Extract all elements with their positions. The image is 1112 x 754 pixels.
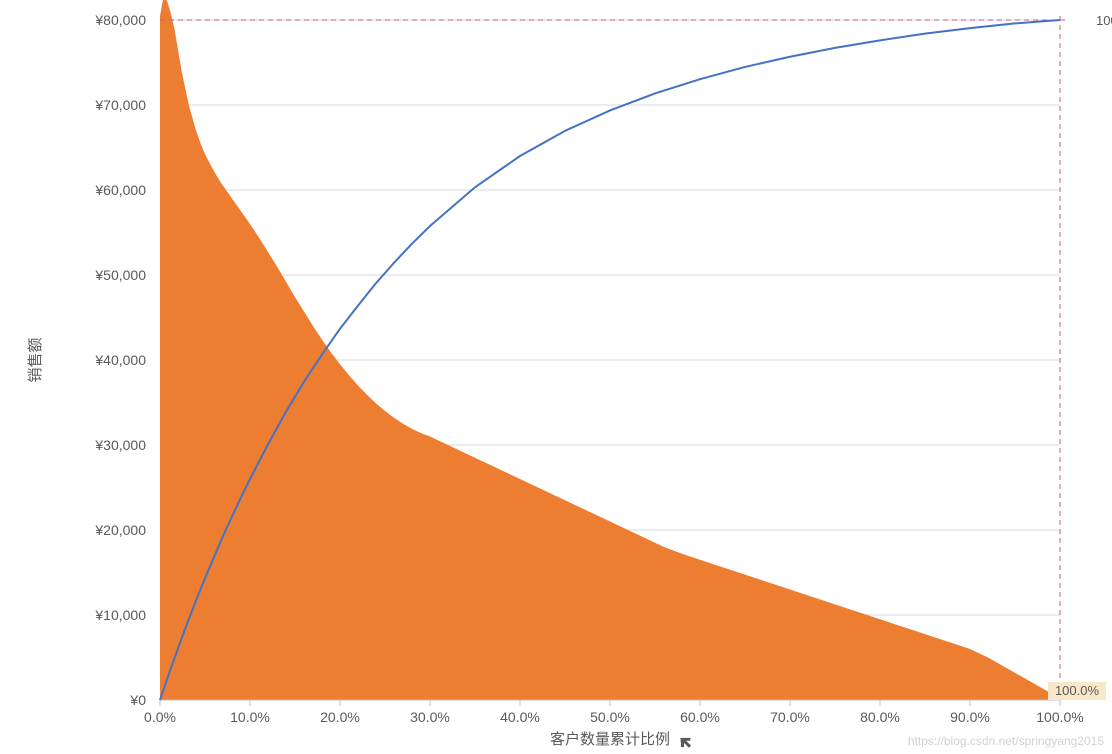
x-tick-label: 100.0% — [1036, 709, 1083, 725]
y-tick-label: ¥60,000 — [94, 182, 146, 198]
x-tick-label: 70.0% — [770, 709, 810, 725]
annotation-100pct-top: 100% — [1096, 13, 1112, 28]
annotation-100pct-bottom: 100.0% — [1055, 683, 1100, 698]
x-tick-label: 30.0% — [410, 709, 450, 725]
y-tick-label: ¥70,000 — [94, 97, 146, 113]
x-tick-label: 0.0% — [144, 709, 176, 725]
x-tick-label: 90.0% — [950, 709, 990, 725]
x-tick-label: 40.0% — [500, 709, 540, 725]
x-tick-label: 50.0% — [590, 709, 630, 725]
x-tick-label: 80.0% — [860, 709, 900, 725]
x-tick-label: 60.0% — [680, 709, 720, 725]
y-tick-label: ¥20,000 — [94, 522, 146, 538]
y-tick-label: ¥80,000 — [94, 12, 146, 28]
y-tick-label: ¥30,000 — [94, 437, 146, 453]
y-tick-label: ¥50,000 — [94, 267, 146, 283]
x-axis-title: 客户数量累计比例 — [550, 731, 670, 748]
pareto-chart: ¥0 ¥10,000 ¥20,000 ¥30,000 ¥40,000 ¥50,000 ¥60… — [0, 0, 1112, 754]
y-tick-label: ¥10,000 — [94, 607, 146, 623]
chart-svg: ¥0 ¥10,000 ¥20,000 ¥30,000 ¥40,000 ¥50,000 ¥60… — [0, 0, 1112, 754]
y-tick-label: ¥40,000 — [94, 352, 146, 368]
y-tick-label: ¥0 — [129, 692, 146, 708]
y-axis-title: 销售额 — [27, 337, 44, 382]
x-tick-label: 10.0% — [230, 709, 270, 725]
x-tick-label: 20.0% — [320, 709, 360, 725]
